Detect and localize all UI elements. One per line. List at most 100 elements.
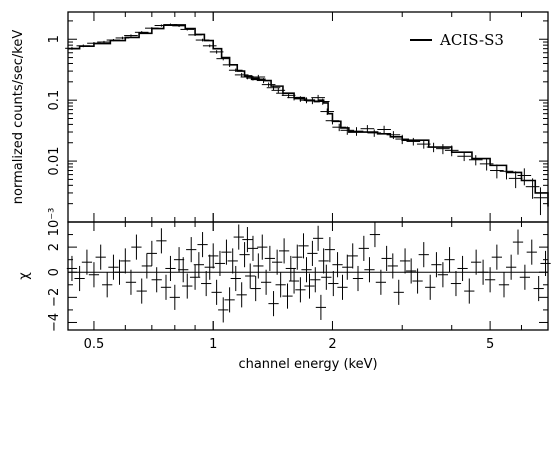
residual-point — [278, 238, 290, 264]
y-axis-label: normalized counts/sec/keV — [11, 30, 26, 205]
residual-point — [512, 229, 524, 255]
data-point — [416, 140, 431, 149]
residual-point — [491, 244, 502, 270]
residual-point — [418, 242, 429, 268]
residual-point — [369, 222, 381, 248]
residual-point — [272, 249, 283, 275]
residual-point — [242, 227, 253, 253]
data-point — [134, 31, 149, 34]
spectrum-y-tick-labels: 10⁻³ 0.01 0.1 1 — [47, 35, 62, 236]
data-point — [340, 126, 355, 135]
data-points — [65, 23, 548, 216]
residual-point — [208, 243, 219, 269]
residual-point — [247, 235, 259, 261]
residual-y-tick-label: 0 — [47, 268, 62, 276]
residual-point — [364, 257, 375, 283]
data-point — [202, 44, 217, 48]
data-point — [479, 158, 494, 171]
residual-point — [227, 248, 238, 274]
data-point — [533, 187, 548, 216]
data-point — [508, 171, 523, 189]
data-point — [216, 57, 231, 61]
data-point — [188, 33, 202, 37]
data-point — [426, 142, 441, 153]
residual-point — [141, 253, 152, 279]
residual-point — [387, 253, 398, 279]
residual-point — [318, 248, 329, 274]
residual-point — [257, 234, 268, 260]
residual-point — [95, 244, 106, 270]
data-point — [457, 152, 471, 162]
residual-point — [412, 268, 423, 294]
residual-point — [298, 233, 309, 259]
residual-point — [221, 239, 232, 265]
residual-point — [108, 254, 119, 280]
residual-y-tick-labels: −4 −2 0 2 — [47, 243, 62, 332]
data-point — [234, 72, 249, 77]
residual-point — [498, 272, 510, 298]
data-point — [256, 78, 271, 84]
residual-point — [224, 287, 235, 313]
residual-point — [315, 294, 327, 320]
residual-point — [81, 249, 93, 275]
residual-point — [131, 234, 142, 260]
data-point — [124, 34, 138, 37]
data-point — [293, 96, 308, 102]
residuals-panel: −4 −2 0 2 0.5 1 2 5 χ channel energy (keV) — [17, 221, 551, 372]
residual-point — [74, 265, 85, 292]
residual-point — [332, 252, 343, 278]
residual-point — [381, 245, 392, 271]
data-point — [315, 98, 330, 105]
data-point — [305, 98, 320, 105]
residual-point — [169, 284, 180, 310]
residual-point — [324, 237, 335, 263]
residual-point — [233, 224, 244, 250]
residual-point — [321, 264, 332, 290]
residual-point — [342, 254, 353, 280]
residual-point — [264, 245, 275, 271]
data-point — [266, 85, 281, 91]
legend-entry-acis-s3: ACIS-S3 — [439, 31, 504, 49]
data-point — [406, 137, 421, 146]
spectrum-y-tick-label: 1 — [47, 35, 62, 43]
residual-point — [173, 247, 185, 273]
data-point — [360, 125, 375, 133]
data-point — [87, 42, 101, 45]
residual-point — [151, 267, 162, 293]
residual-point — [125, 269, 137, 295]
residual-point — [526, 239, 537, 265]
residual-point — [406, 258, 417, 284]
spectrum-panel: 10⁻³ 0.01 0.1 1 normalized counts/sec/keV A… — [11, 11, 549, 236]
residual-point — [352, 265, 364, 292]
data-point — [287, 95, 301, 101]
residual-point — [211, 279, 222, 305]
residual-point — [484, 267, 496, 293]
residual-point — [464, 278, 475, 304]
residual-point — [250, 276, 261, 302]
residual-point — [533, 276, 544, 302]
residual-point — [375, 269, 387, 295]
residual-point — [312, 225, 324, 251]
residual-point — [253, 253, 264, 279]
residual-point — [178, 257, 189, 283]
data-point — [468, 155, 483, 166]
data-point — [367, 129, 382, 137]
data-point — [444, 145, 459, 157]
data-point — [436, 144, 450, 155]
residual-point — [288, 268, 300, 294]
residual-y-tick-label: 2 — [47, 243, 62, 251]
residual-point — [358, 235, 369, 261]
data-point — [106, 38, 121, 42]
residual-point — [114, 259, 125, 285]
data-point — [180, 28, 195, 31]
data-point — [76, 44, 91, 48]
residual-point — [431, 252, 442, 278]
residual-point — [471, 249, 482, 275]
residual-point — [301, 257, 312, 283]
spectrum-y-tick-label: 0.1 — [47, 90, 62, 111]
residual-point — [425, 274, 436, 300]
data-point — [261, 82, 276, 87]
residual-point — [239, 242, 250, 268]
data-point — [97, 40, 111, 44]
residual-point — [393, 279, 404, 305]
